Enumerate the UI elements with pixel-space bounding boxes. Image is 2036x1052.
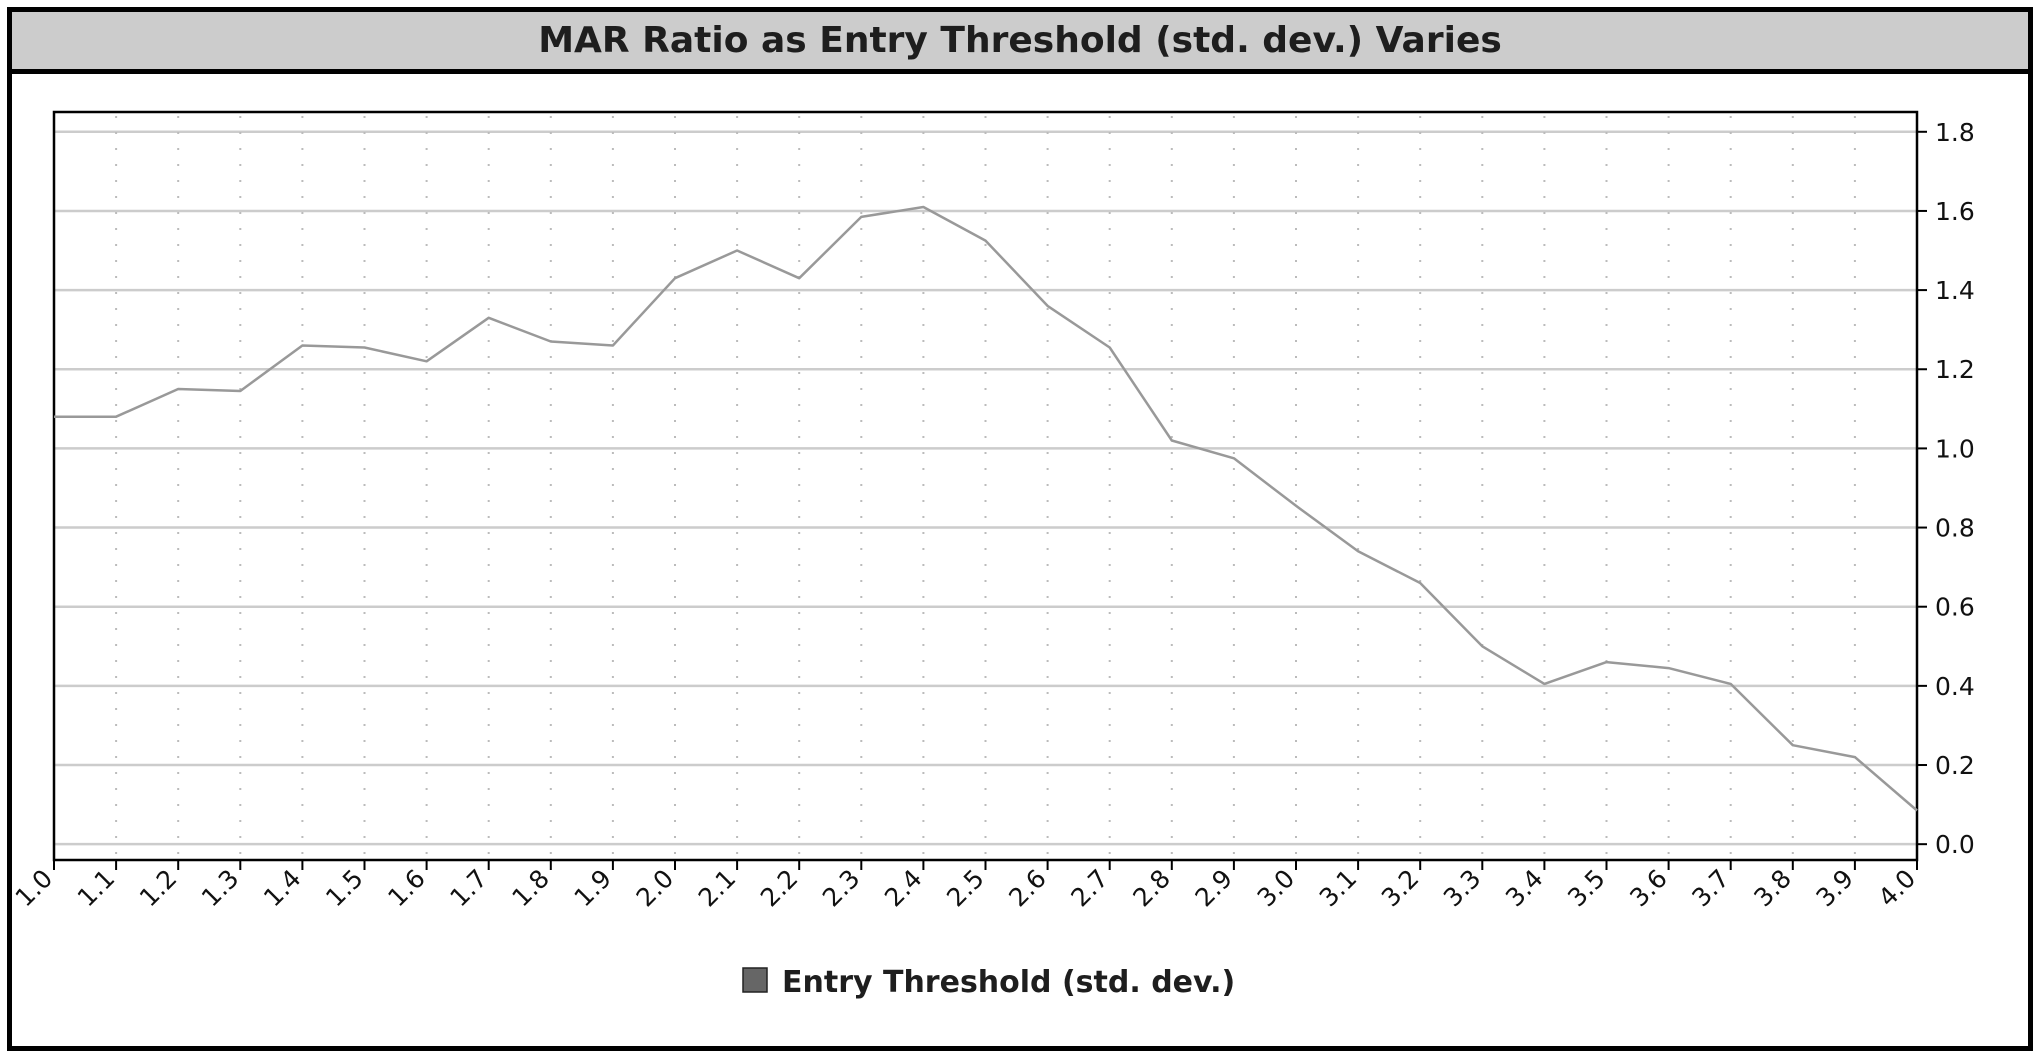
x-tick-label: 2.3 (817, 864, 866, 913)
x-tick-label: 1.5 (320, 864, 369, 913)
x-tick-label: 1.8 (506, 864, 555, 913)
x-tick-label: 2.1 (693, 864, 742, 913)
x-tick-labels: 1.0 1.1 1.2 1.3 1.4 1.5 1.6 1.7 1.8 1.9 2.0 2.1 2.2 2… (10, 864, 1922, 913)
x-tick-label: 2.6 (1003, 864, 1052, 913)
x-tick-label: 2.2 (755, 864, 804, 913)
x-tick-label: 3.9 (1811, 864, 1860, 913)
legend: Entry Threshold (std. dev.) (742, 965, 1235, 1000)
y-tick-labels: 0.0 0.2 0.4 0.6 0.8 1.0 1.2 1.4 1.6 1.8 (1935, 118, 1975, 859)
horizontal-gridlines (54, 130, 1917, 846)
x-tick-label: 2.5 (941, 864, 990, 913)
x-tick-label: 3.2 (1376, 864, 1425, 913)
y-tick-label: 0.8 (1935, 514, 1975, 543)
x-tick-label: 1.6 (382, 864, 431, 913)
axis-ticks (53, 130, 1927, 870)
y-tick-label: 1.2 (1935, 355, 1975, 384)
x-tick-label: 2.7 (1065, 864, 1114, 913)
x-tick-label: 3.3 (1438, 864, 1487, 913)
y-tick-label: 0.0 (1935, 830, 1975, 859)
y-tick-label: 0.4 (1935, 672, 1975, 701)
x-tick-label: 4.0 (1873, 864, 1922, 913)
y-tick-label: 1.6 (1935, 197, 1975, 226)
x-tick-label: 1.1 (72, 864, 121, 913)
x-tick-label: 3.1 (1314, 864, 1363, 913)
x-tick-label: 3.8 (1748, 864, 1797, 913)
y-tick-label: 1.0 (1935, 434, 1975, 463)
x-tick-label: 2.9 (1190, 864, 1239, 913)
x-tick-label: 3.0 (1252, 864, 1301, 913)
x-tick-label: 3.7 (1686, 864, 1735, 913)
legend-label: Entry Threshold (std. dev.) (782, 965, 1235, 1000)
x-tick-label: 2.8 (1127, 864, 1176, 913)
chart-frame: MAR Ratio as Entry Threshold (std. dev.)… (7, 7, 2033, 1051)
y-tick-label: 0.2 (1935, 751, 1975, 780)
x-tick-label: 1.2 (134, 864, 183, 913)
vertical-gridlines (115, 116, 1856, 860)
x-tick-label: 1.3 (196, 864, 245, 913)
chart-title-bar: MAR Ratio as Entry Threshold (std. dev.)… (12, 12, 2028, 74)
x-tick-label: 3.5 (1562, 864, 1611, 913)
x-tick-label: 1.7 (444, 864, 493, 913)
x-tick-label: 2.0 (631, 864, 680, 913)
x-tick-label: 3.4 (1500, 864, 1549, 913)
x-tick-label: 2.4 (879, 864, 928, 913)
series-line (54, 205, 1918, 812)
y-tick-label: 1.4 (1935, 276, 1975, 305)
y-tick-label: 1.8 (1935, 118, 1975, 147)
x-tick-label: 1.9 (569, 864, 618, 913)
x-tick-label: 1.0 (10, 864, 59, 913)
y-tick-label: 0.6 (1935, 593, 1975, 622)
chart-title: MAR Ratio as Entry Threshold (std. dev.)… (538, 20, 1502, 61)
x-tick-label: 3.6 (1624, 864, 1673, 913)
x-tick-label: 1.4 (258, 864, 307, 913)
legend-swatch (742, 967, 768, 993)
